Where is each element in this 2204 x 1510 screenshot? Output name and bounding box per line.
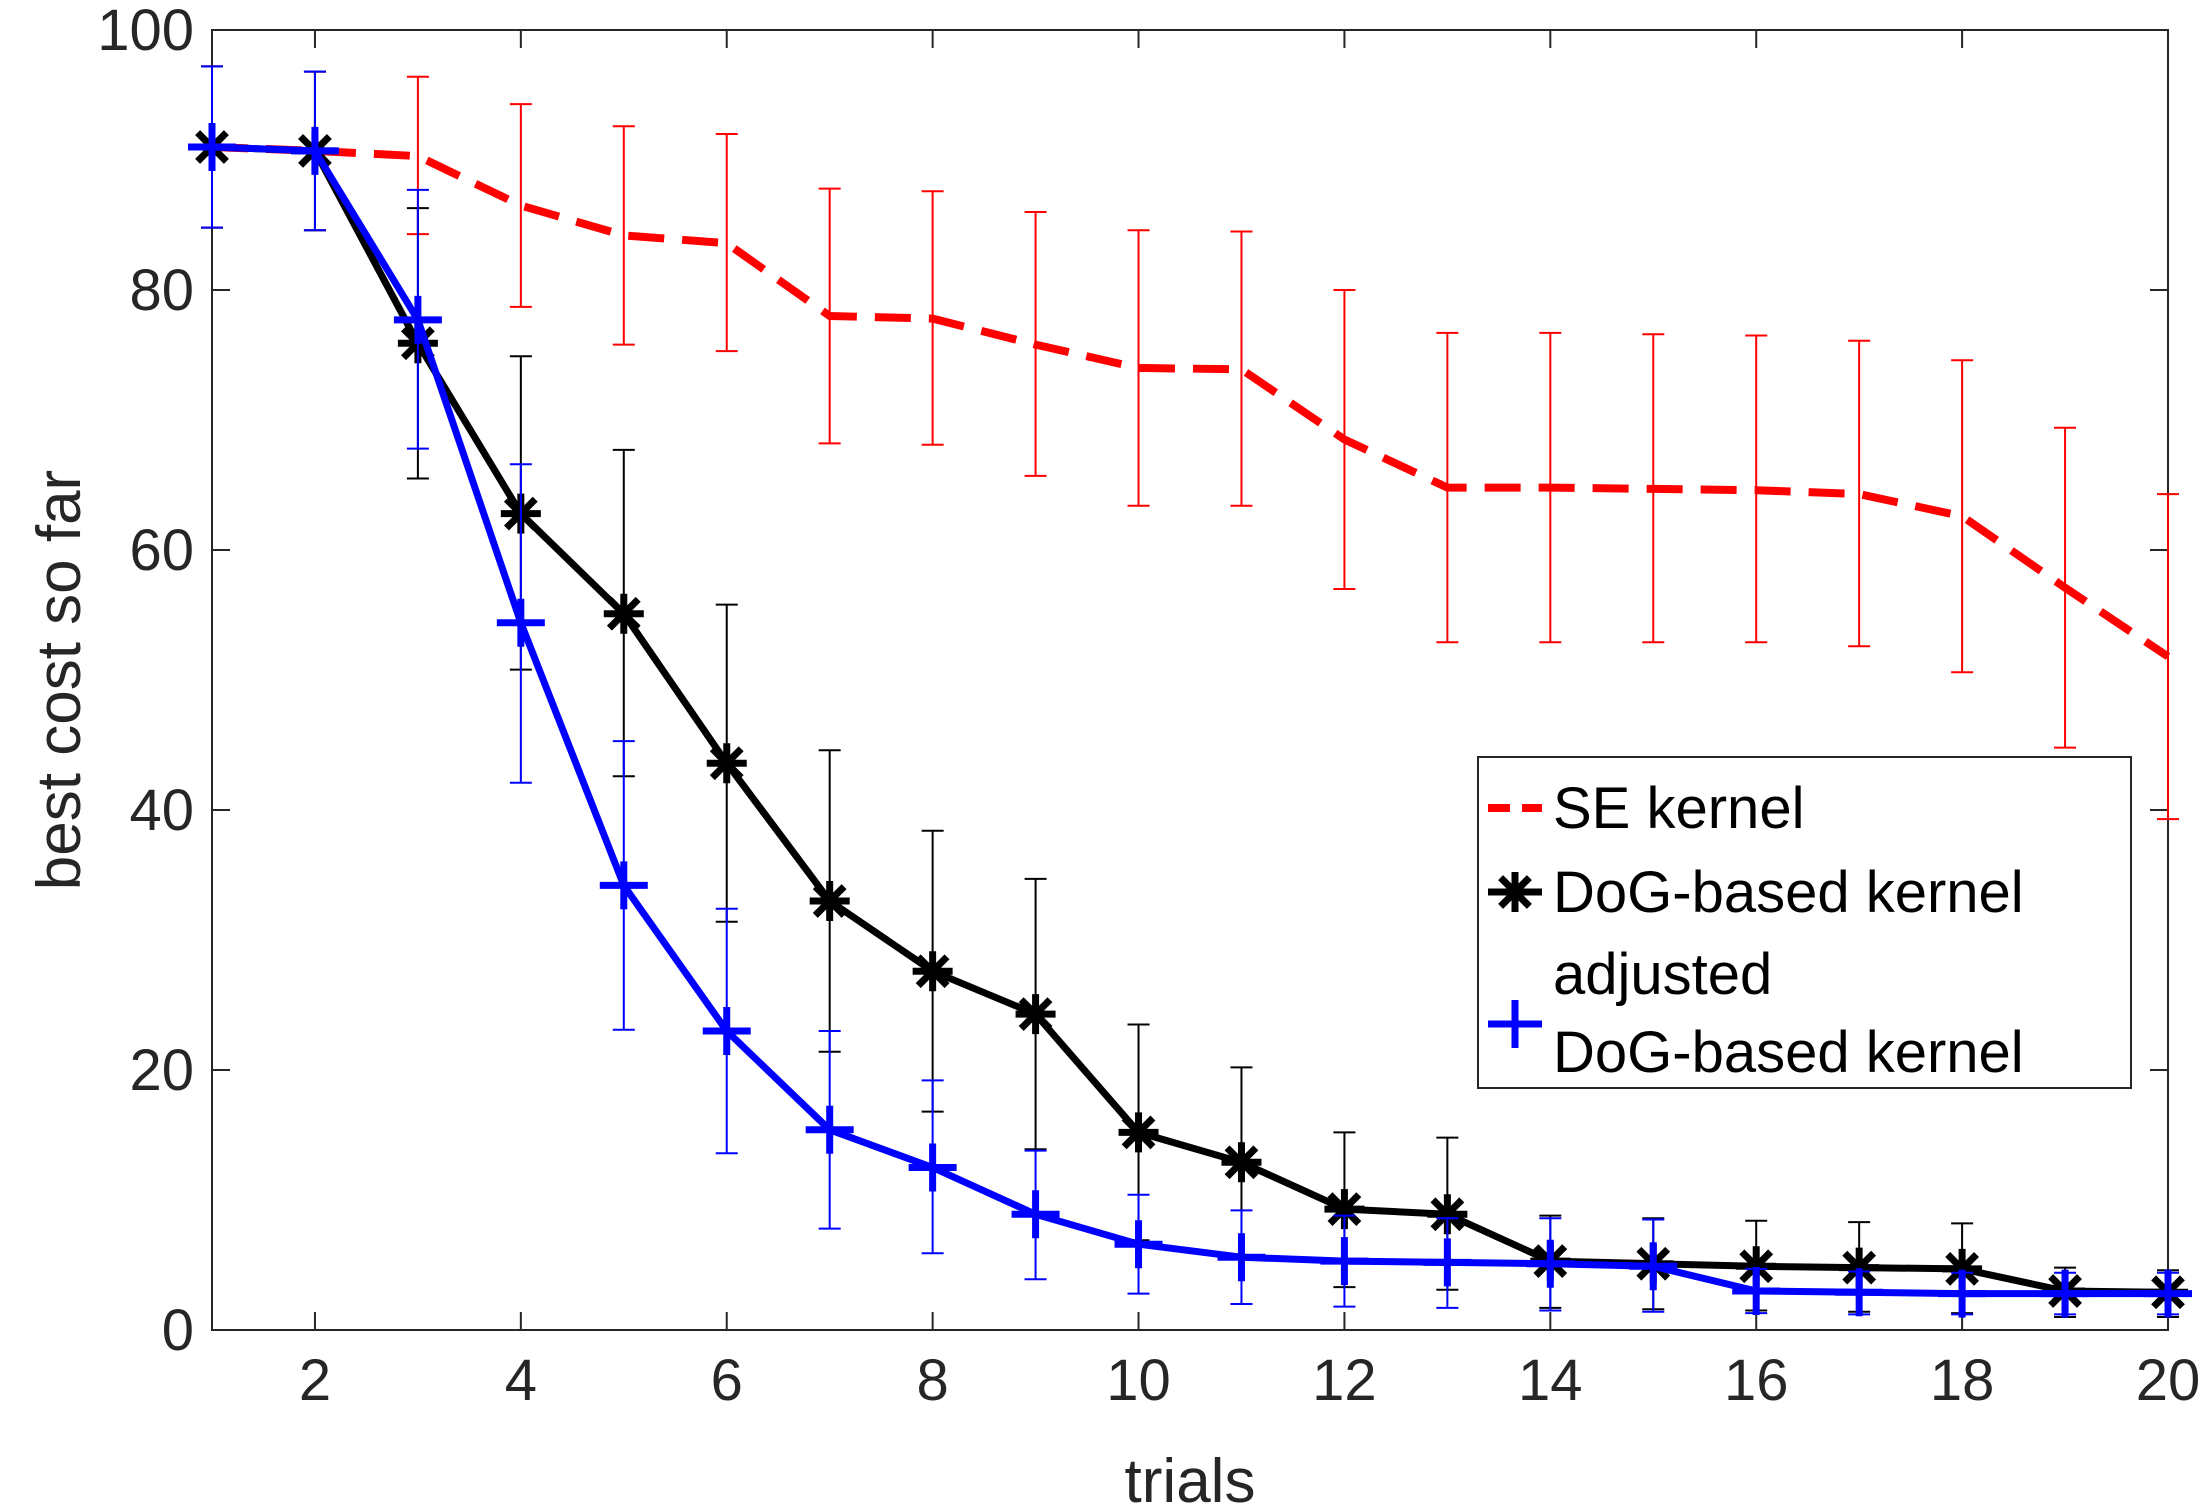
plot-frame bbox=[211, 29, 2169, 1331]
y-tick-label: 20 bbox=[129, 1038, 194, 1103]
data-point-d2 bbox=[606, 596, 641, 631]
data-point-d2 bbox=[1945, 1252, 1979, 1286]
data-point-d2 bbox=[709, 746, 744, 781]
y-tick-label: 100 bbox=[97, 0, 194, 63]
x-tick-label: 2 bbox=[299, 1348, 331, 1413]
x-tick-label: 20 bbox=[2136, 1348, 2201, 1413]
data-point-d2 bbox=[915, 954, 950, 989]
y-axis-label: best cost so far bbox=[25, 470, 94, 890]
y-tick-label: 0 bbox=[162, 1298, 194, 1363]
y-tick-label: 80 bbox=[129, 258, 194, 323]
x-tick-label: 10 bbox=[1106, 1348, 1171, 1413]
legend-label: SE kernel bbox=[1553, 776, 1804, 841]
data-point-d2 bbox=[812, 884, 847, 918]
data-point-d2 bbox=[1739, 1249, 1774, 1284]
plot-area: 2 4 6 8 10 12 14 16 18 20 0 20 40 60 80 100 bbox=[97, 0, 2200, 1413]
data-point-d2 bbox=[1224, 1145, 1259, 1180]
legend-marker-d2 bbox=[1498, 875, 1532, 909]
x-axis-label: trials bbox=[1125, 1447, 1256, 1510]
x-tick-label: 12 bbox=[1312, 1348, 1377, 1413]
x-tick-label: 14 bbox=[1518, 1348, 1583, 1413]
data-point-d2 bbox=[1842, 1250, 1877, 1285]
legend-box bbox=[1477, 756, 2132, 1089]
x-tick-label: 6 bbox=[711, 1348, 743, 1413]
series-0 bbox=[201, 65, 2179, 821]
legend-label: DoG-based kernel bbox=[1553, 1020, 2024, 1085]
data-point-d2 bbox=[1018, 997, 1053, 1031]
y-tick-label: 60 bbox=[129, 518, 194, 583]
series-line bbox=[211, 143, 2171, 660]
legend-label: DoG-based kernel bbox=[1553, 860, 2024, 925]
data-point-d2 bbox=[1121, 1115, 1156, 1150]
series-layer bbox=[188, 65, 2192, 1318]
series-2 bbox=[188, 65, 2192, 1318]
x-tick-label: 4 bbox=[505, 1348, 537, 1413]
data-point-d2 bbox=[1327, 1192, 1362, 1226]
y-tick-label: 40 bbox=[129, 778, 194, 843]
legend: SE kernel DoG-based kernel adjusted DoG-bas… bbox=[1477, 756, 2132, 1089]
data-point-d2 bbox=[1430, 1197, 1465, 1232]
x-tick-label: 16 bbox=[1724, 1348, 1789, 1413]
x-tick-label: 8 bbox=[916, 1348, 948, 1413]
legend-label: adjusted bbox=[1553, 942, 1772, 1007]
x-tick-label: 18 bbox=[1930, 1348, 1995, 1413]
